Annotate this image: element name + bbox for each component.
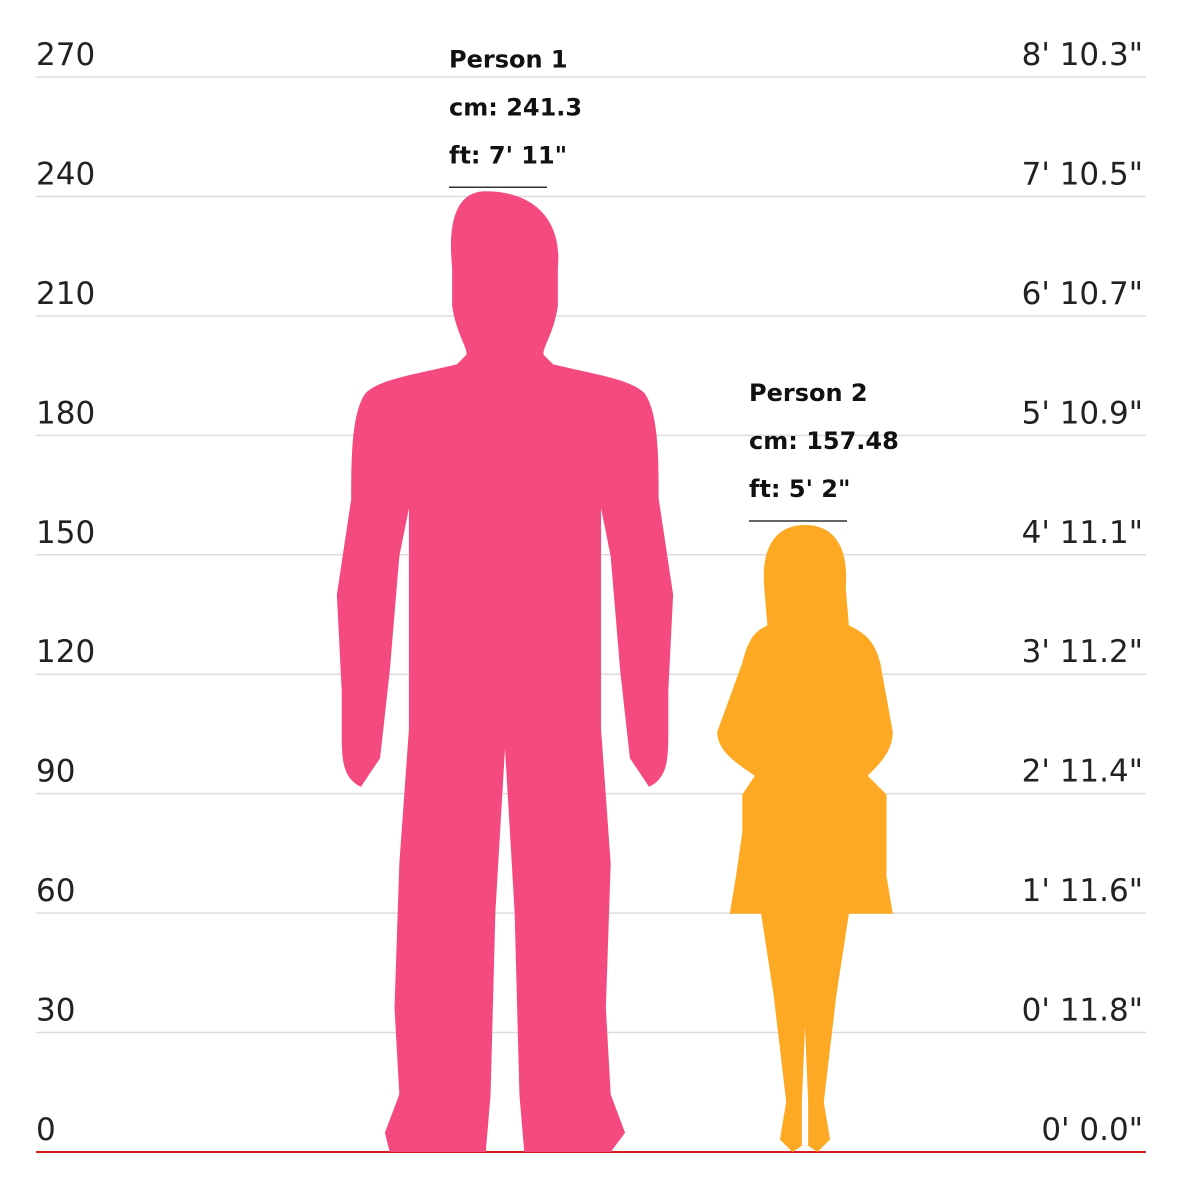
y-tick-label: 60: [36, 873, 75, 909]
y2-tick-label: 6' 10.7": [1022, 276, 1143, 312]
person-name: Person 1: [449, 45, 568, 73]
y2-tick-label: 0' 0.0": [1041, 1112, 1143, 1148]
height-cm-label: cm: 157.48: [749, 427, 899, 455]
y-tick-label: 90: [36, 754, 75, 790]
person-name: Person 2: [749, 379, 868, 407]
y-tick-label: 120: [36, 634, 95, 670]
height-cm-label: cm: 241.3: [449, 93, 582, 121]
y-tick-label: 30: [36, 993, 75, 1029]
y-tick-label: 210: [36, 276, 95, 312]
y-tick-label: 150: [36, 515, 95, 551]
y-tick-label: 0: [36, 1112, 56, 1148]
y2-tick-label: 1' 11.6": [1022, 873, 1143, 909]
y-tick-label: 270: [36, 37, 95, 73]
y-tick-label: 240: [36, 156, 95, 192]
person-silhouette: [717, 524, 893, 1152]
person-silhouette: [336, 191, 674, 1152]
y2-tick-label: 8' 10.3": [1022, 37, 1143, 73]
y2-tick-label: 5' 10.9": [1022, 395, 1143, 431]
height-ft-label: ft: 7' 11": [449, 141, 567, 169]
y2-tick-label: 0' 11.8": [1022, 993, 1143, 1029]
y2-tick-label: 2' 11.4": [1022, 754, 1143, 790]
y2-tick-label: 7' 10.5": [1022, 156, 1143, 192]
y2-tick-label: 3' 11.2": [1022, 634, 1143, 670]
y-tick-label: 180: [36, 395, 95, 431]
y2-tick-label: 4' 11.1": [1022, 515, 1143, 551]
height-ft-label: ft: 5' 2": [749, 475, 850, 503]
